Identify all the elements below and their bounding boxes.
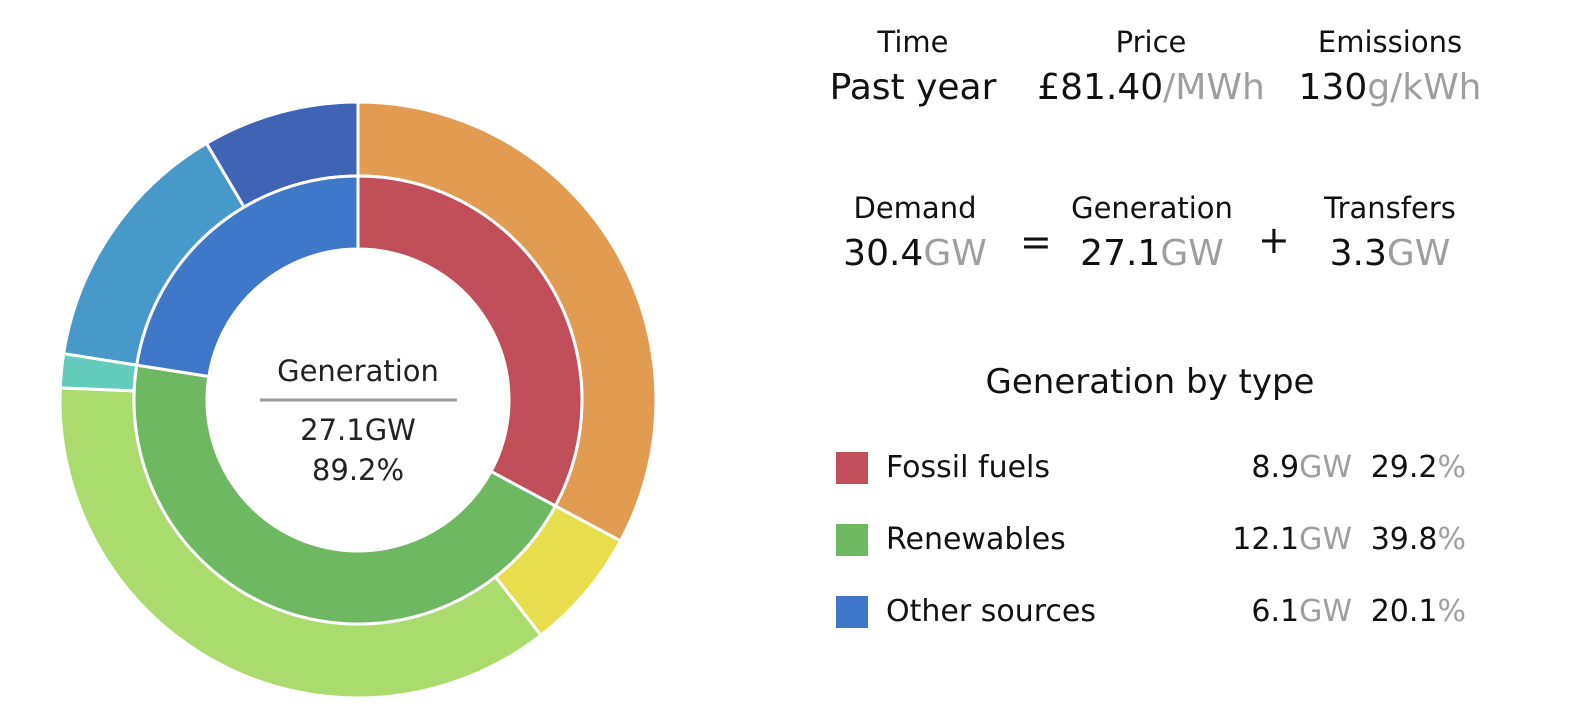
generation-unit: GW: [1160, 233, 1224, 274]
other-sources-pct-unit: %: [1437, 594, 1466, 629]
renewables-pct: 39.8: [1370, 522, 1438, 557]
fossil-fuels-pct-unit: %: [1437, 450, 1466, 485]
transfers-unit: GW: [1386, 233, 1451, 274]
generation-value: 27.1: [1080, 233, 1161, 274]
emissions-stat: Emissions 130g/kWh: [1270, 24, 1510, 112]
renewables-swatch: [836, 524, 868, 556]
renewables-pct-unit: %: [1437, 522, 1466, 557]
center-percent: 89.2%: [312, 453, 404, 487]
inner-slice-1: [132, 363, 558, 626]
fossil-fuels-name: Fossil fuels: [886, 450, 1051, 485]
fossil-fuels-gw: 8.9: [1251, 450, 1300, 485]
emissions-unit: g/kWh: [1367, 67, 1482, 108]
legend-item-other-sources: Other sources 6.1GW 20.1%: [836, 592, 1496, 632]
generation-label: Generation: [1071, 191, 1233, 225]
center-value: 27.1GW: [300, 413, 416, 447]
demand-unit: GW: [923, 233, 987, 274]
demand-label: Demand: [853, 191, 977, 225]
fossil-fuels-pct: 29.2: [1370, 450, 1438, 485]
plus-sign: +: [1258, 218, 1290, 262]
center-title: Generation: [277, 354, 439, 388]
other-sources-pct: 20.1: [1370, 594, 1438, 629]
renewables-gw-unit: GW: [1299, 522, 1352, 557]
renewables-gw: 12.1: [1232, 522, 1300, 557]
time-value: Past year: [829, 67, 997, 108]
other-sources-gw-unit: GW: [1299, 594, 1352, 629]
demand-stat: Demand 30.4GW: [795, 190, 1035, 278]
inner-slice-0: [356, 174, 584, 508]
price-stat: Price £81.40/MWh: [1031, 24, 1271, 112]
generation-stat: Generation 27.1GW: [1032, 190, 1272, 278]
transfers-stat: Transfers 3.3GW: [1270, 190, 1510, 278]
legend-item-renewables: Renewables 12.1GW 39.8%: [836, 520, 1496, 560]
generation-donut-chart: Generation 27.1GW 89.2%: [58, 100, 658, 700]
inner-slice-2: [135, 174, 360, 379]
inner-ring: [132, 174, 584, 626]
other-sources-gw: 6.1: [1251, 594, 1300, 629]
price-value: £81.40: [1037, 67, 1164, 108]
price-label: Price: [1115, 25, 1187, 59]
emissions-label: Emissions: [1317, 25, 1463, 59]
price-unit: /MWh: [1163, 67, 1265, 108]
demand-value: 30.4: [843, 233, 924, 274]
other-sources-name: Other sources: [886, 594, 1096, 629]
other-sources-swatch: [836, 596, 868, 628]
renewables-name: Renewables: [886, 522, 1066, 557]
transfers-value: 3.3: [1329, 233, 1387, 274]
fossil-fuels-gw-unit: GW: [1299, 450, 1352, 485]
legend-item-fossil-fuels: Fossil fuels 8.9GW 29.2%: [836, 448, 1496, 488]
legend-title: Generation by type: [985, 362, 1315, 402]
emissions-value: 130: [1298, 67, 1368, 108]
time-label: Time: [877, 25, 949, 59]
equals-sign: =: [1020, 220, 1052, 264]
transfers-label: Transfers: [1324, 191, 1456, 225]
fossil-fuels-swatch: [836, 452, 868, 484]
time-stat: Time Past year: [793, 24, 1033, 112]
